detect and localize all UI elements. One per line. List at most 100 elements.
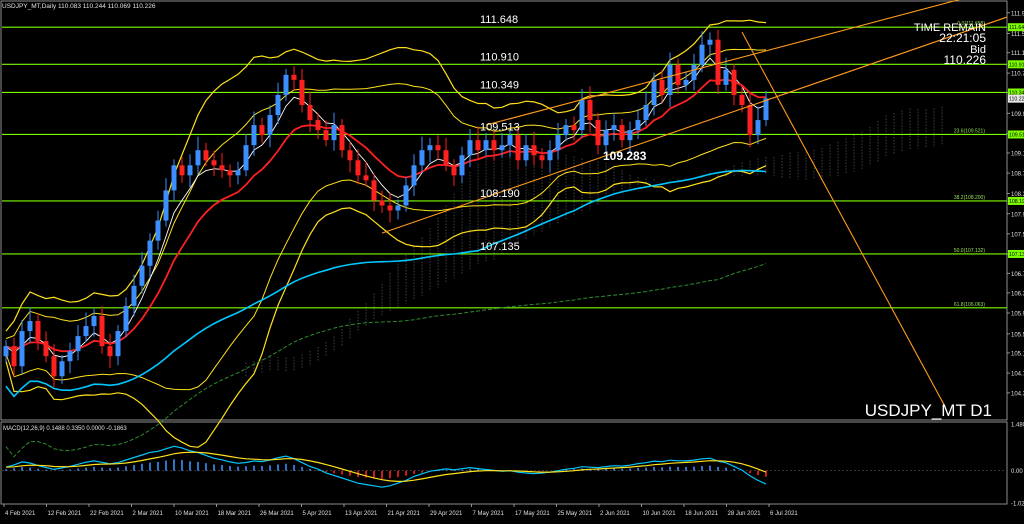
candle-body xyxy=(131,285,137,306)
y-tick-label: 108.340 xyxy=(1011,192,1024,198)
candle-body xyxy=(251,125,257,146)
fib-label: 50.0(107.132) xyxy=(954,248,985,254)
level-label: 109.513 xyxy=(480,121,520,133)
y-tick-label: 105.545 xyxy=(1011,332,1024,338)
candle-body xyxy=(515,135,521,161)
candle-body xyxy=(83,326,89,337)
candle-body xyxy=(555,135,561,151)
candle-body xyxy=(747,104,753,136)
level-tag-box xyxy=(1008,130,1024,139)
y-tick-label: 105.165 xyxy=(1011,351,1024,357)
candle-body xyxy=(195,150,201,166)
candle-body xyxy=(451,165,457,176)
candle-body xyxy=(587,99,593,121)
candle-body xyxy=(3,346,9,357)
candle-body xyxy=(227,170,233,176)
x-tick-label: 2 Mar 2021 xyxy=(133,511,164,517)
candle-body xyxy=(707,39,713,45)
x-tick-label: 10 Jun 2021 xyxy=(643,511,677,517)
candle-body xyxy=(619,125,625,141)
y-tick-label: 106.750 xyxy=(1011,272,1024,278)
bid-label: Bid xyxy=(970,44,986,56)
candle-body xyxy=(763,98,769,121)
macd-y-tick-label: 0.00 xyxy=(1011,469,1023,475)
candle-body xyxy=(219,165,225,171)
candle-body xyxy=(299,79,305,105)
candle-body xyxy=(323,130,329,141)
candle-body xyxy=(499,145,505,151)
fib-label: 23.6(109.521) xyxy=(954,128,985,134)
projection-line xyxy=(741,31,946,407)
candle-body xyxy=(651,79,657,105)
candle-body xyxy=(627,130,633,141)
y-axis: 111.935 111.525 111.140 110.735 110.349 109.9… xyxy=(1007,11,1024,397)
candle-body xyxy=(467,140,473,156)
level-tag-label: 108.190 xyxy=(1009,199,1024,205)
level-tag-label: 111.648 xyxy=(1009,25,1024,31)
x-tick-label: 18 Mar 2021 xyxy=(218,511,252,517)
candle-body xyxy=(163,190,169,221)
macd-y-tick-label: -1.0234 xyxy=(1011,502,1024,508)
candle-body xyxy=(275,94,281,116)
candle-body xyxy=(723,69,729,85)
candle-body xyxy=(355,160,361,176)
candle-body xyxy=(427,145,433,151)
y-tick-label: 108.745 xyxy=(1011,172,1024,178)
candle-body xyxy=(403,185,409,206)
candle-body xyxy=(531,145,537,156)
candle-body xyxy=(483,140,489,151)
candles xyxy=(3,29,769,387)
time-remain-label: TIME REMAIN xyxy=(914,22,986,34)
candle-body xyxy=(139,265,145,286)
candle-body xyxy=(363,175,369,181)
y-tick-label: 106.360 xyxy=(1011,291,1024,297)
trend-channel xyxy=(381,0,1008,407)
candle-body xyxy=(715,39,721,85)
candle-body xyxy=(11,346,17,367)
candle-body xyxy=(739,94,745,105)
main-frame xyxy=(0,0,1008,421)
candle-body xyxy=(187,165,193,176)
y-tick-label: 104.370 xyxy=(1011,391,1024,397)
level-tag-box xyxy=(1008,94,1024,103)
macd-main-line xyxy=(5,445,767,488)
candle-body xyxy=(259,125,265,136)
candle-body xyxy=(699,44,705,65)
candle-body xyxy=(419,150,425,166)
candle-body xyxy=(603,130,609,146)
level-tag-label: 110.349 xyxy=(1009,90,1024,96)
candle-body xyxy=(243,145,249,171)
level-tag-box xyxy=(1008,23,1024,32)
candle-body xyxy=(59,361,65,377)
y-tick-label: 110.735 xyxy=(1011,72,1024,78)
candle-body xyxy=(19,331,25,367)
candle-body xyxy=(211,160,217,166)
candle-body xyxy=(155,220,161,241)
channel-upper-line xyxy=(485,0,960,126)
candle-body xyxy=(291,74,297,80)
y-tick-label: 105.960 xyxy=(1011,311,1024,317)
y-tick-label: 109.145 xyxy=(1011,151,1024,157)
candle-body xyxy=(147,240,153,266)
level-tag-label: 109.513 xyxy=(1009,132,1024,138)
candle-body xyxy=(643,104,649,121)
price-annotation: 109.283 xyxy=(603,149,647,163)
y-tick-label: 104.765 xyxy=(1011,372,1024,378)
macd-frame xyxy=(0,421,1008,505)
symbol-header: USDJPY_MT,Daily 110.083 110.244 110.069 … xyxy=(2,3,156,10)
x-axis: 4 Feb 2021 12 Feb 2021 22 Feb 2021 2 Mar 20… xyxy=(3,504,798,517)
candle-body xyxy=(563,125,569,136)
candle-body xyxy=(579,99,585,131)
candle-body xyxy=(123,305,129,332)
candle-body xyxy=(411,165,417,186)
x-tick-label: 12 Feb 2021 xyxy=(48,511,82,517)
y-tick-label: 111.525 xyxy=(1011,32,1024,38)
candle-body xyxy=(675,64,681,85)
candle-body xyxy=(107,346,113,357)
candle-body xyxy=(235,170,241,176)
candle-body xyxy=(115,331,121,357)
candle-body xyxy=(755,120,761,136)
